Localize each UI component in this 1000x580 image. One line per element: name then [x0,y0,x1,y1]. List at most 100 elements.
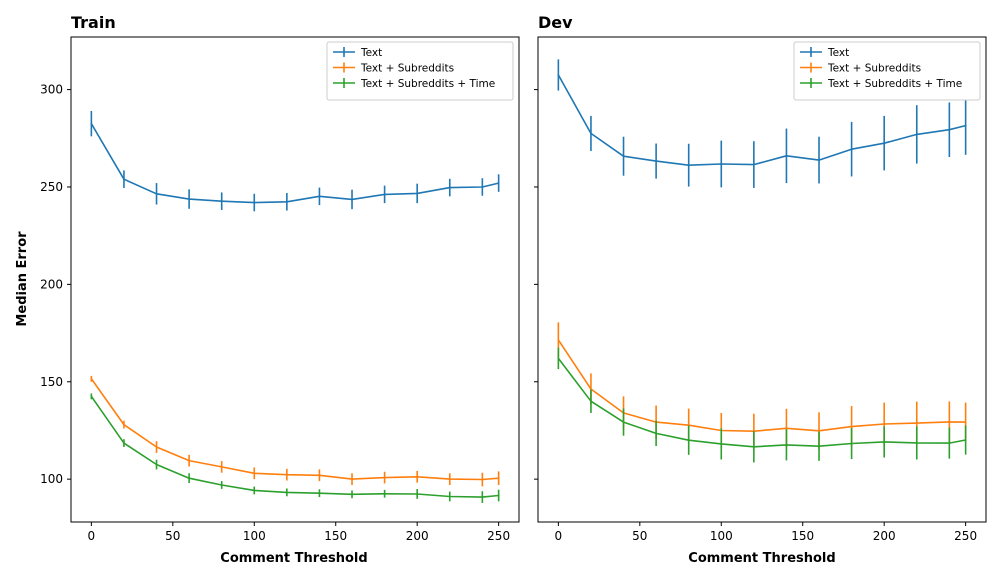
x-axis-label: Comment Threshold [220,551,367,566]
data-point [915,442,918,444]
y-tick-label: 200 [40,277,63,291]
data-point [318,474,321,477]
data-point [220,484,223,486]
data-point [351,198,353,201]
plot-frame [70,36,520,523]
x-tick-label: 200 [873,529,896,543]
y-tick-label: 150 [40,375,63,389]
data-point [655,160,657,162]
data-point [220,200,223,202]
data-point [253,201,256,204]
data-point [850,148,853,150]
data-point [416,476,418,478]
series-line [90,378,499,481]
data-point [964,439,967,441]
data-point [448,478,451,480]
data-point [687,164,690,166]
data-point [915,133,918,136]
plot-area: 0 50 100 150 200 250 100 150 200 250 300 Text Text +… [40,41,514,543]
legend-entry: Text [827,47,849,59]
series-line [90,123,499,204]
data-point [622,421,625,423]
data-point [481,496,484,498]
data-point [883,142,885,144]
data-point [915,422,918,424]
data-point [497,494,500,497]
data-point [155,192,158,195]
data-point [964,124,967,127]
series [90,111,500,212]
data-point [785,427,788,430]
x-tick-label: 100 [243,529,266,543]
y-tick-label: 250 [40,180,63,194]
data-point [785,155,788,157]
data-point [557,357,560,360]
data-point [90,122,93,125]
data-point [590,132,592,135]
data-point [557,74,560,76]
data-point [383,492,386,495]
x-tick-label: 150 [791,529,814,543]
legend-entry: Text + Subreddits [360,63,454,75]
x-tick-label: 50 [632,529,647,543]
data-point [286,200,288,203]
legend: Text Text + Subreddits Text + Subreddits +… [326,41,514,101]
data-point [850,425,853,428]
data-point [481,186,484,188]
y-tick-label: 100 [40,472,63,486]
data-point [883,441,885,443]
data-point [318,492,321,494]
legend-entry: Text [360,47,382,59]
data-point [818,430,820,432]
data-point [351,493,353,496]
data-point [188,459,190,462]
data-point [850,442,853,445]
data-point [883,423,885,425]
data-point [286,473,288,476]
x-axis-label: Comment Threshold [688,551,835,566]
data-point [622,155,625,158]
y-axis-label: Median Error [15,231,30,327]
series [557,322,967,450]
series [90,393,500,503]
data-point [383,476,386,479]
data-point [720,443,723,445]
data-point [123,178,125,180]
data-point [383,193,386,196]
data-point [481,478,484,481]
x-tick-label: 150 [324,529,347,543]
legend-box [793,41,981,101]
data-point [818,445,820,448]
data-point [220,466,223,468]
legend: Text Text + Subreddits Text + Subreddits +… [793,41,981,101]
data-point [497,477,500,479]
data-point [948,442,951,444]
series-line [557,357,966,448]
x-tick-label: 250 [954,529,977,543]
data-point [448,495,451,498]
data-point [253,489,256,492]
series [90,375,500,487]
panel-dev: Dev 0 50 100 150 200 250 Text Text + Subreddits… [534,13,987,566]
data-point [964,421,967,423]
x-tick-label: 250 [487,529,510,543]
panel-title: Dev [538,13,573,32]
data-point [818,159,820,161]
legend-box [326,41,514,101]
data-point [687,439,690,441]
data-point [286,491,288,494]
data-point [753,163,755,166]
series-line [557,339,966,433]
data-point [188,477,190,479]
data-point [123,423,125,426]
data-point [318,195,321,198]
data-point [188,198,190,200]
data-point [948,128,951,131]
legend-entry: Text + Subreddits + Time [360,78,495,90]
data-point [155,463,158,466]
panel-title: Train [71,13,116,32]
series [557,59,967,188]
data-point [590,400,592,403]
data-point [416,493,418,495]
